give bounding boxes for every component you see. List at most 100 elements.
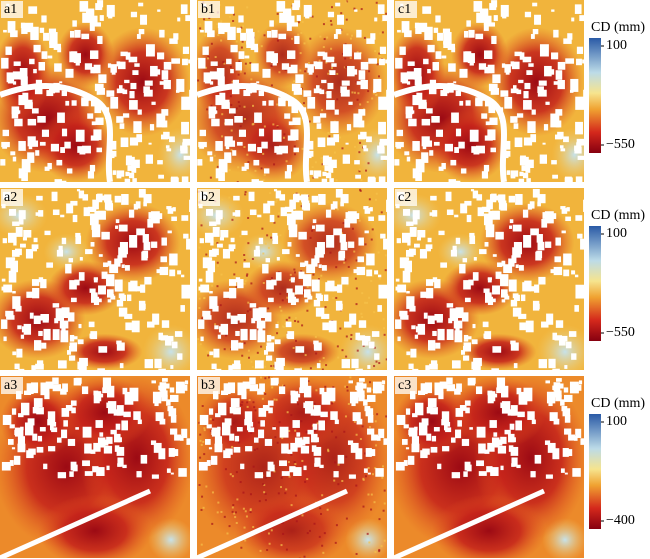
no-data	[207, 30, 215, 38]
noise	[337, 463, 340, 466]
no-data	[463, 471, 468, 477]
no-data	[124, 79, 130, 84]
noise	[216, 264, 219, 267]
noise	[240, 26, 243, 29]
no-data	[412, 141, 420, 151]
no-data	[159, 418, 166, 425]
no-data	[549, 412, 558, 422]
noise	[229, 473, 232, 476]
no-data	[287, 100, 295, 107]
no-data	[563, 253, 572, 266]
no-data	[301, 200, 310, 210]
noise	[336, 208, 339, 211]
noise	[315, 389, 318, 392]
noise	[360, 312, 363, 315]
no-data	[260, 420, 265, 427]
no-data	[188, 59, 190, 64]
noise	[309, 529, 312, 532]
no-data	[492, 346, 502, 353]
no-data	[395, 461, 405, 471]
no-data	[314, 61, 323, 70]
no-data	[168, 448, 175, 457]
no-data	[456, 383, 462, 392]
no-data	[178, 468, 187, 477]
noise	[356, 349, 359, 352]
no-data	[451, 112, 459, 123]
noise	[305, 431, 308, 434]
no-data	[180, 305, 185, 312]
noise	[243, 526, 246, 529]
no-data	[289, 466, 296, 473]
noise	[341, 349, 344, 352]
no-data	[180, 436, 184, 441]
no-data	[156, 113, 166, 128]
noise	[340, 12, 343, 15]
no-data	[8, 209, 17, 216]
no-data	[257, 147, 262, 153]
noise	[280, 544, 283, 547]
noise	[239, 235, 242, 238]
no-data	[538, 276, 546, 285]
no-data	[296, 432, 301, 437]
no-data	[44, 166, 50, 171]
noise	[264, 242, 267, 245]
no-data	[568, 331, 577, 337]
no-data	[328, 167, 334, 173]
noise	[204, 34, 207, 37]
no-data	[294, 437, 303, 448]
no-data	[290, 64, 298, 74]
no-data	[405, 113, 413, 119]
no-data	[241, 166, 247, 171]
no-data	[574, 145, 579, 151]
no-data	[41, 51, 48, 59]
no-data	[181, 215, 189, 221]
colorbar-tick-label: −400	[606, 513, 635, 528]
noise	[385, 12, 387, 15]
no-data	[420, 291, 429, 298]
no-data	[287, 242, 292, 247]
no-data	[226, 58, 232, 65]
no-data	[415, 159, 425, 173]
no-data	[460, 203, 468, 214]
no-data	[560, 399, 565, 406]
no-data	[317, 51, 325, 57]
no-data	[38, 210, 44, 217]
noise	[360, 179, 363, 182]
no-data	[406, 351, 411, 356]
no-data	[295, 346, 305, 353]
no-data	[112, 170, 117, 175]
no-data	[554, 134, 563, 140]
no-data	[246, 32, 255, 45]
no-data	[313, 170, 322, 177]
noise	[371, 388, 374, 391]
noise	[378, 548, 381, 551]
no-data	[300, 445, 310, 454]
noise	[339, 327, 342, 330]
no-data	[12, 71, 22, 80]
noise	[275, 398, 278, 401]
noise	[384, 269, 387, 272]
no-data	[136, 33, 141, 39]
no-data	[340, 89, 350, 97]
no-data	[435, 15, 441, 23]
no-data	[407, 240, 411, 246]
noise	[256, 351, 259, 354]
no-data	[142, 250, 149, 259]
no-data	[258, 408, 267, 417]
no-data	[290, 296, 297, 306]
no-data	[35, 212, 40, 216]
noise	[203, 429, 206, 432]
no-data	[484, 242, 489, 247]
no-data	[437, 463, 442, 470]
noise	[361, 315, 364, 318]
no-data	[227, 26, 236, 40]
no-data	[366, 269, 373, 277]
noise	[249, 511, 252, 514]
no-data	[204, 232, 214, 243]
noise	[321, 163, 324, 166]
noise	[276, 12, 279, 15]
no-data	[553, 382, 561, 392]
no-data	[53, 82, 60, 93]
noise	[336, 98, 339, 101]
no-data	[67, 312, 75, 322]
